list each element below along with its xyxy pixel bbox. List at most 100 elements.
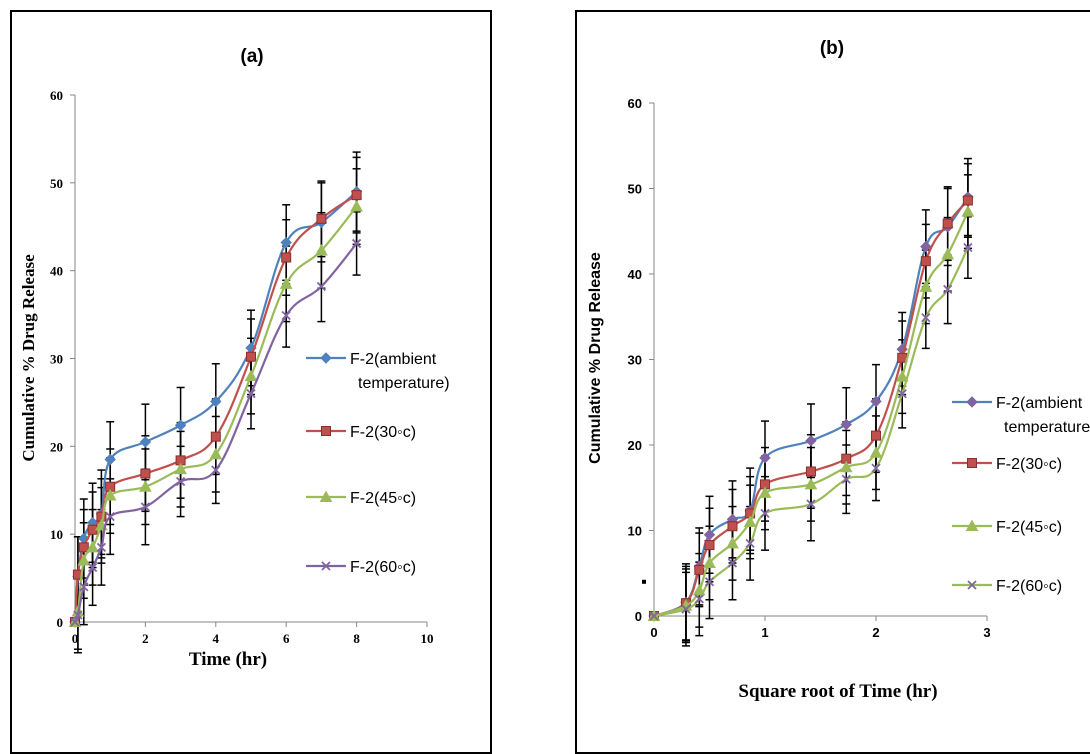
data-point — [105, 511, 115, 522]
data-point — [210, 431, 221, 442]
data-point — [961, 205, 975, 217]
series-markers-3 — [70, 238, 362, 627]
legend-label: F-2(30◦c) — [996, 456, 1062, 473]
stray-marker — [642, 579, 647, 584]
data-point — [139, 480, 152, 492]
data-point — [920, 256, 931, 267]
x-tick-label: 8 — [353, 631, 360, 646]
data-point — [246, 351, 256, 362]
data-point — [70, 617, 80, 627]
data-point — [73, 610, 83, 620]
y-axis-label: Cumulative % Drug Release — [19, 254, 38, 462]
data-point — [86, 540, 99, 553]
data-point — [281, 310, 291, 321]
data-point — [805, 466, 816, 477]
data-point — [942, 218, 953, 229]
legend-entry-3: F-2(60◦c) — [306, 559, 416, 576]
data-point — [209, 447, 223, 460]
data-point — [210, 395, 222, 408]
legend-label: F-2(ambient — [350, 351, 437, 368]
legend-label: F-2(45◦c) — [350, 490, 416, 507]
y-axis-label: Cumulative % Drug Release — [587, 252, 604, 464]
data-point — [280, 236, 292, 249]
y-tick-label: 40 — [50, 264, 63, 279]
data-point — [244, 369, 258, 382]
data-point — [681, 604, 691, 614]
data-point — [174, 462, 187, 475]
x-tick-label: 6 — [283, 631, 290, 646]
data-point — [726, 536, 739, 549]
legend-marker — [966, 396, 978, 408]
legend-marker — [965, 519, 979, 531]
data-point — [941, 247, 955, 260]
data-point — [78, 542, 89, 553]
data-point — [649, 611, 659, 621]
y-tick-label: 40 — [628, 267, 642, 282]
data-point — [87, 562, 98, 573]
data-point — [962, 195, 973, 206]
data-point — [743, 515, 757, 527]
chart-panel-a: (a) 0 10 20 30 40 50 60 0 2 4 6 8 10 Time (hr) Cumulati… — [0, 0, 500, 754]
legend-label-cont: temperature) — [358, 375, 450, 392]
data-point — [804, 477, 818, 490]
chart-title: (b) — [820, 38, 844, 59]
data-point — [246, 388, 256, 399]
x-tick-label: 2 — [872, 625, 879, 640]
data-point — [103, 488, 117, 501]
legend-entry-3: F-2(60◦c) — [952, 578, 1062, 595]
data-point — [211, 465, 221, 475]
data-point — [806, 499, 816, 509]
legend-entry-1: F-2(30◦c) — [952, 456, 1062, 473]
legend-entry-2: F-2(45◦c) — [952, 519, 1062, 536]
data-point — [919, 280, 933, 292]
x-tick-label: 0 — [72, 631, 79, 646]
data-point — [963, 242, 973, 253]
data-point — [871, 430, 881, 441]
x-tick-label: 1 — [761, 625, 768, 640]
data-point — [77, 553, 91, 566]
data-point — [281, 252, 292, 263]
data-point — [871, 463, 881, 473]
legend-entry-0: F-2(ambient temperature) — [306, 351, 450, 392]
data-point — [694, 564, 705, 575]
legend-marker — [967, 580, 977, 590]
data-point — [943, 284, 953, 295]
data-point — [139, 436, 152, 448]
data-point — [727, 521, 738, 532]
series-line-0 — [653, 196, 969, 618]
series-markers-2 — [647, 205, 975, 621]
data-point — [174, 419, 187, 431]
series-markers-3 — [649, 242, 973, 621]
data-point — [897, 352, 908, 363]
data-point — [316, 213, 327, 224]
x-tick-label: 4 — [213, 631, 220, 646]
x-tick-label: 2 — [142, 631, 149, 646]
data-point — [140, 468, 151, 479]
data-point — [79, 582, 89, 592]
y-tick-label: 10 — [50, 527, 63, 542]
data-point — [745, 538, 755, 548]
data-point — [704, 540, 715, 551]
y-tick-label: 10 — [628, 524, 642, 539]
y-tick-label: 60 — [628, 96, 642, 111]
y-tick-label: 20 — [50, 439, 63, 454]
error-bars-2 — [73, 168, 361, 650]
y-tick-label: 60 — [50, 88, 63, 103]
legend-entry-0: F-2(ambient temperature) — [952, 395, 1090, 436]
chart-panel-b: (b) 0 10 20 30 40 50 60 0 1 2 3 Square root of Time … — [560, 0, 1090, 754]
x-axis-label: Square root of Time (hr) — [738, 681, 937, 702]
legend-label: F-2(ambient — [996, 395, 1083, 412]
y-tick-label: 30 — [50, 352, 63, 367]
y-tick-label: 30 — [628, 353, 642, 368]
data-point — [315, 243, 328, 256]
data-point — [840, 418, 852, 431]
data-point — [841, 474, 851, 484]
data-point — [897, 389, 907, 399]
data-point — [704, 577, 715, 587]
legend-label: F-2(60◦c) — [996, 578, 1062, 595]
legend-label-cont: temperature) — [1004, 419, 1090, 436]
data-point — [758, 486, 772, 498]
data-point — [869, 446, 883, 458]
chart-b: (b) 0 10 20 30 40 50 60 0 1 2 3 Square root of Time … — [587, 38, 1090, 702]
y-tick-label: 50 — [50, 176, 63, 191]
